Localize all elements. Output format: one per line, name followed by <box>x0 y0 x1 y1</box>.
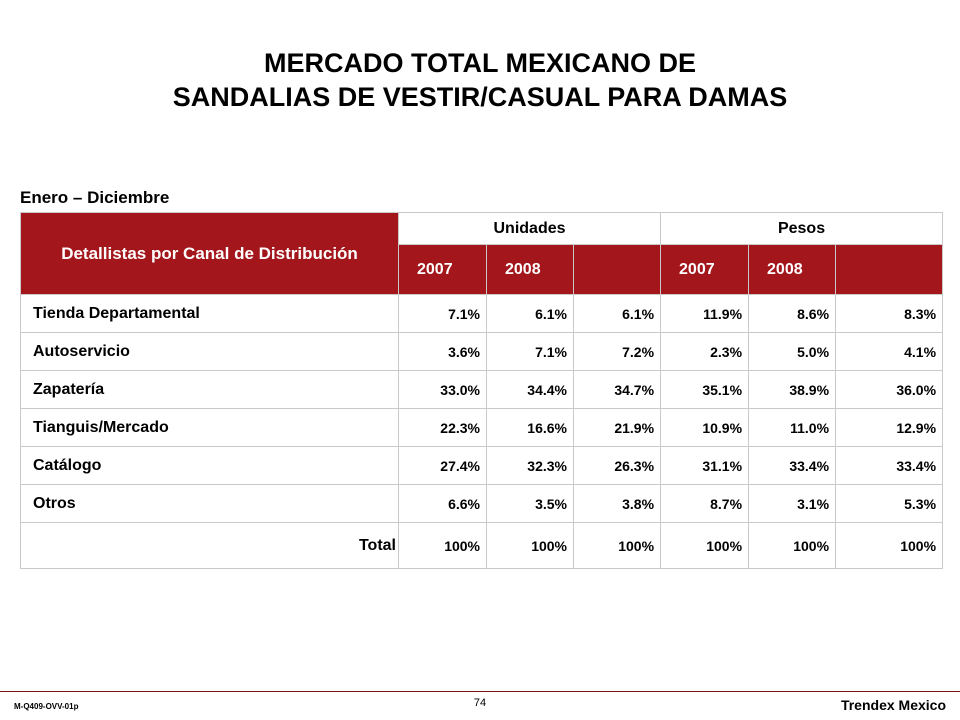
channel-label: Tienda Departamental <box>20 294 399 333</box>
channel-label: Otros <box>20 484 399 523</box>
value-cell: 12.9% <box>835 408 944 447</box>
table-row: Tianguis/Mercado 22.3% 16.6% 21.9% 10.9% 11.0… <box>20 408 944 447</box>
year-header: 2008 <box>486 244 574 295</box>
value-cell: 3.1% <box>748 484 837 523</box>
value-cell: 100% <box>835 522 944 569</box>
title-line-2: SANDALIAS DE VESTIR/CASUAL PARA DAMAS <box>172 82 788 112</box>
value-cell: 8.6% <box>748 294 837 333</box>
document-code: M-Q409-OVV-01p <box>14 702 79 711</box>
value-cell: 33.4% <box>748 446 837 485</box>
value-cell: 7.2% <box>572 332 662 371</box>
value-cell: 8.3% <box>835 294 944 333</box>
value-cell: 11.0% <box>748 408 837 447</box>
page-title: MERCADO TOTAL MEXICANO DE SANDALIAS DE V… <box>0 46 960 114</box>
value-cell: 34.7% <box>572 370 662 409</box>
value-cell: 27.4% <box>398 446 487 485</box>
title-line-1: MERCADO TOTAL MEXICANO DE <box>263 48 696 78</box>
year-header <box>835 244 944 295</box>
group-header-pesos: Pesos <box>660 212 944 245</box>
value-cell: 36.0% <box>835 370 944 409</box>
value-cell: 22.3% <box>398 408 487 447</box>
channel-label: Catálogo <box>20 446 399 485</box>
year-header: 2007 <box>398 244 487 295</box>
table-row: Zapatería 33.0% 34.4% 34.7% 35.1% 38.9% 36.0% <box>20 370 944 409</box>
value-cell: 6.1% <box>572 294 662 333</box>
footer-divider <box>0 691 960 692</box>
value-cell: 3.5% <box>486 484 574 523</box>
value-cell: 16.6% <box>486 408 574 447</box>
value-cell: 10.9% <box>660 408 750 447</box>
value-cell: 3.8% <box>572 484 662 523</box>
brand-name: Trendex Mexico <box>840 697 946 713</box>
value-cell: 33.4% <box>835 446 944 485</box>
period-label: Enero – Diciembre <box>20 188 170 207</box>
value-cell: 100% <box>660 522 750 569</box>
value-cell: 35.1% <box>660 370 750 409</box>
value-cell: 33.0% <box>398 370 487 409</box>
value-cell: 100% <box>748 522 837 569</box>
table-body: Tienda Departamental 7.1% 6.1% 6.1% 11.9% 8.6… <box>20 294 944 569</box>
total-label: Total <box>20 522 399 569</box>
page-number: 74 <box>473 697 487 709</box>
value-cell: 4.1% <box>835 332 944 371</box>
total-row: Total 100% 100% 100% 100% 100% 100% <box>20 522 944 569</box>
value-cell: 5.3% <box>835 484 944 523</box>
value-cell: 21.9% <box>572 408 662 447</box>
value-cell: 100% <box>398 522 487 569</box>
value-cell: 32.3% <box>486 446 574 485</box>
table-row: Otros 6.6% 3.5% 3.8% 8.7% 3.1% 5.3% <box>20 484 944 523</box>
value-cell: 7.1% <box>398 294 487 333</box>
year-header: 2007 <box>660 244 750 295</box>
table-row: Autoservicio 3.6% 7.1% 7.2% 2.3% 5.0% 4.1% <box>20 332 944 371</box>
table-row: Catálogo 27.4% 32.3% 26.3% 31.1% 33.4% 33.4% <box>20 446 944 485</box>
value-cell: 3.6% <box>398 332 487 371</box>
value-cell: 100% <box>572 522 662 569</box>
value-cell: 8.7% <box>660 484 750 523</box>
value-cell: 38.9% <box>748 370 837 409</box>
year-header <box>572 244 662 295</box>
value-cell: 2.3% <box>660 332 750 371</box>
value-cell: 11.9% <box>660 294 750 333</box>
value-cell: 34.4% <box>486 370 574 409</box>
table-row: Tienda Departamental 7.1% 6.1% 6.1% 11.9% 8.6… <box>20 294 944 333</box>
value-cell: 6.1% <box>486 294 574 333</box>
channel-label: Tianguis/Mercado <box>20 408 399 447</box>
value-cell: 100% <box>486 522 574 569</box>
row-header: Detallistas por Canal de Distribución <box>20 212 399 295</box>
group-header-units: Unidades <box>397 212 662 245</box>
value-cell: 31.1% <box>660 446 750 485</box>
value-cell: 26.3% <box>572 446 662 485</box>
value-cell: 6.6% <box>398 484 487 523</box>
market-share-table: Detallistas por Canal de Distribución Un… <box>20 212 944 569</box>
value-cell: 7.1% <box>486 332 574 371</box>
channel-label: Zapatería <box>20 370 399 409</box>
value-cell: 5.0% <box>748 332 837 371</box>
channel-label: Autoservicio <box>20 332 399 371</box>
year-header: 2008 <box>748 244 837 295</box>
